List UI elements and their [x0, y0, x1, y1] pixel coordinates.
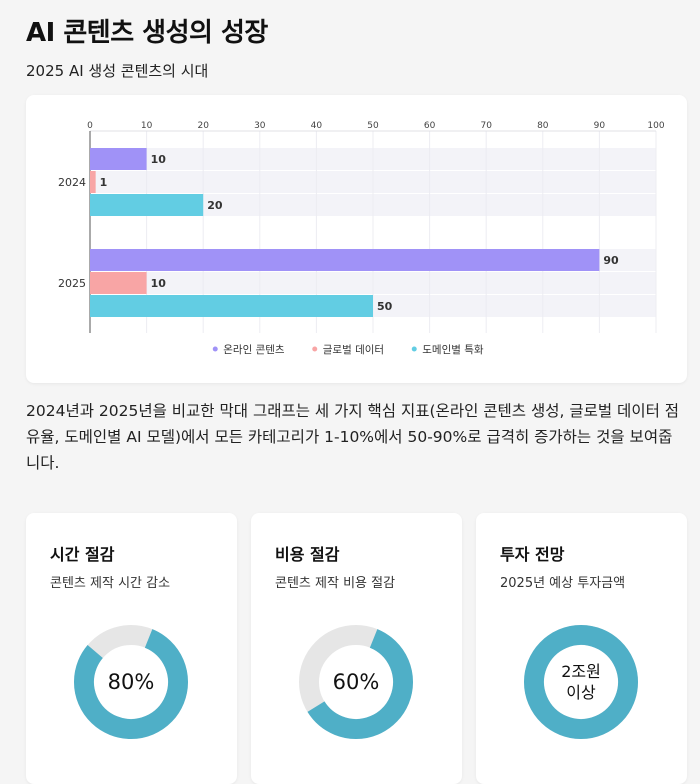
legend-marker: [411, 346, 417, 352]
bar-chart: 0 10 20 30 40 50 60 70 80 90 100 2024 10 1 20 2025 90 10 5…: [58, 121, 665, 356]
bar-data-label: 10: [151, 277, 167, 290]
chart-description: 2024년과 2025년을 비교한 막대 그래프는 세 가지 핵심 지표(온라인…: [26, 402, 680, 472]
x-tick-label: 10: [141, 121, 153, 131]
x-tick-label: 30: [254, 121, 266, 131]
donut-value: 80%: [107, 670, 155, 694]
legend-label: 도메인별 특화: [422, 344, 484, 356]
stat-title: 비용 절감: [275, 545, 340, 564]
x-tick-label: 100: [647, 121, 664, 131]
chart-card: 0 10 20 30 40 50 60 70 80 90 100 2024 10 1 20 2025 90 10 5…: [26, 95, 687, 383]
bar-2025-0: [90, 249, 600, 271]
bar-data-label: 20: [207, 199, 223, 212]
stat-description: 콘텐츠 제작 비용 절감: [275, 576, 396, 591]
page-title: AI 콘텐츠 생성의 성장: [26, 18, 268, 48]
stat-title: 시간 절감: [50, 545, 115, 564]
stat-title: 투자 전망: [500, 545, 565, 564]
x-tick-label: 0: [87, 121, 93, 131]
bar-2024-0: [90, 148, 147, 170]
donut-chart-time-saving: [74, 625, 188, 739]
x-tick-label: 80: [537, 121, 549, 131]
x-tick-label: 60: [424, 121, 436, 131]
donut-value: 2조원 이상: [561, 662, 601, 702]
legend-label: 글로벌 데이터: [323, 344, 384, 356]
x-tick-label: 90: [594, 121, 606, 131]
donut-chart-cost-saving: [299, 625, 413, 739]
bar-2024-2: [90, 194, 204, 216]
stat-description: 2025년 예상 투자금액: [500, 576, 626, 591]
x-tick-label: 50: [367, 121, 379, 131]
bar-2025-2: [90, 295, 373, 317]
legend-marker: [212, 346, 218, 352]
stat-card-investment-outlook: 투자 전망 2025년 예상 투자금액 2조원 이상: [476, 513, 687, 784]
x-tick-label: 40: [311, 121, 323, 131]
donut-fill: [524, 625, 638, 739]
bar-data-label: 90: [603, 254, 619, 267]
legend-label: 온라인 콘텐츠: [223, 344, 285, 356]
stat-card-cost-saving: 비용 절감 콘텐츠 제작 비용 절감 60%: [251, 513, 462, 784]
bar-data-label: 50: [377, 300, 393, 313]
donut-fill: [74, 625, 188, 739]
donut-chart-investment: [524, 625, 638, 739]
bar-data-label: 1: [100, 176, 108, 189]
donut-value: 60%: [332, 670, 380, 694]
bar-2024-1: [90, 171, 96, 193]
y-category-label: 2024: [58, 176, 86, 189]
y-category-label: 2025: [58, 277, 86, 290]
donut-fill: [299, 625, 413, 739]
bar-2025-1: [90, 272, 147, 294]
stat-description: 콘텐츠 제작 시간 감소: [50, 576, 171, 591]
page-subtitle: 2025 AI 생성 콘텐츠의 시대: [26, 62, 209, 80]
legend-marker: [312, 346, 318, 352]
bar-data-label: 10: [151, 153, 167, 166]
stat-card-time-saving: 시간 절감 콘텐츠 제작 시간 감소 80%: [26, 513, 237, 784]
x-tick-label: 20: [197, 121, 209, 131]
x-tick-label: 70: [480, 121, 492, 131]
